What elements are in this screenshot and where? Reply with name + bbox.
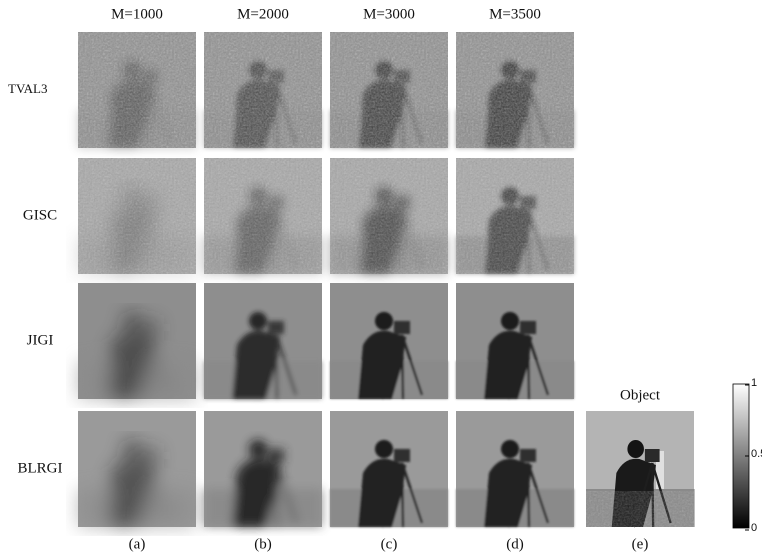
image-panel — [330, 411, 448, 527]
column-header: M=3000 — [363, 6, 415, 22]
colorbar-tick-label: 0.5 — [751, 448, 762, 460]
image-panel — [78, 158, 196, 274]
panel-label: (b) — [254, 536, 272, 552]
panel-label: (e) — [632, 536, 649, 552]
image-panel — [456, 411, 574, 527]
image-panel — [330, 32, 448, 148]
panel-label: (c) — [381, 536, 398, 552]
image-panel — [456, 158, 574, 274]
image-panel — [78, 411, 196, 527]
image-panel — [204, 158, 322, 274]
row-label: BLRGI — [18, 460, 63, 476]
image-panel — [204, 411, 322, 527]
panel-label: (d) — [506, 536, 524, 552]
column-header: M=3500 — [489, 6, 541, 22]
object-label: Object — [620, 387, 661, 403]
colorbar-tick-label: 0 — [751, 522, 757, 534]
colorbar-tick-label: 1 — [751, 377, 757, 389]
row-label: JIGI — [27, 332, 54, 348]
column-header: M=2000 — [237, 6, 289, 22]
figure: M=1000 M=2000 M=3000 M=3500 TVAL3 GISC JIGI BLR… — [0, 0, 762, 558]
row-label: TVAL3 — [8, 81, 47, 96]
image-panel — [78, 32, 196, 148]
row-label: GISC — [23, 207, 57, 223]
panel-label: (a) — [129, 536, 146, 552]
object-image — [586, 411, 695, 527]
image-panel — [330, 158, 448, 274]
image-panel — [456, 283, 574, 399]
image-panel — [78, 283, 196, 399]
image-panel — [456, 32, 574, 148]
column-header: M=1000 — [111, 6, 163, 22]
image-panel — [204, 32, 322, 148]
image-panel — [330, 283, 448, 399]
image-panel — [204, 283, 322, 399]
